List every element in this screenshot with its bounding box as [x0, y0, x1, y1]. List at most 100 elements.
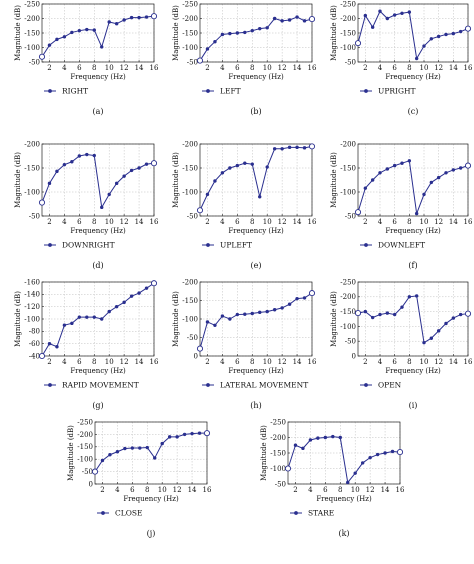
data-point	[62, 162, 67, 167]
y-tick-label: -250	[182, 0, 198, 8]
x-tick-label: 14	[381, 486, 390, 494]
data-point	[129, 294, 134, 298]
data-point	[55, 169, 59, 174]
data-point	[114, 22, 119, 26]
x-tick-label: 6	[392, 218, 397, 226]
data-point	[323, 435, 328, 440]
x-tick-label: 16	[464, 358, 473, 366]
legend-marker	[206, 89, 210, 93]
data-point	[385, 167, 390, 171]
series-line	[199, 16, 313, 61]
x-axis-label: Frequency (Hz)	[70, 367, 126, 375]
legend-marker	[364, 243, 368, 247]
series-line	[357, 295, 469, 344]
x-tick-label: 2	[205, 218, 209, 226]
data-point	[92, 28, 96, 32]
data-point	[272, 16, 277, 21]
data-point	[77, 28, 82, 33]
y-tick-label: -50	[345, 212, 356, 220]
legend-label: STARE	[308, 509, 334, 518]
y-tick-label: -50	[29, 58, 40, 66]
data-point	[436, 175, 441, 180]
data-point	[390, 449, 395, 454]
x-tick-label: 14	[293, 218, 302, 226]
data-point	[308, 16, 316, 23]
y-tick-label: -150	[182, 29, 198, 37]
y-tick-label: -100	[182, 188, 198, 196]
x-axis-label: Frequency (Hz)	[228, 227, 284, 235]
x-tick-label: 14	[449, 358, 458, 366]
data-point	[150, 13, 158, 20]
chart-panel: 2 4 6 8 10 12 14 16 -50 -100 -150 -200 -250 Frequency…	[172, 0, 317, 116]
y-tick-label: -120	[24, 303, 40, 311]
x-tick-label: 4	[308, 486, 313, 494]
data-point	[414, 294, 419, 298]
panel-label: (a)	[92, 107, 103, 116]
panel-label: (j)	[147, 529, 156, 538]
plot-frame	[199, 281, 313, 357]
data-point	[414, 211, 419, 216]
data-point	[258, 26, 262, 31]
data-point	[287, 302, 292, 306]
y-tick-label: -100	[340, 323, 356, 331]
x-tick-label: 6	[235, 218, 240, 226]
data-point	[287, 18, 292, 22]
y-tick-label: -50	[187, 334, 198, 342]
y-tick-label: -150	[340, 29, 356, 37]
data-point	[378, 9, 382, 13]
data-point	[137, 15, 141, 20]
x-tick-label: 16	[464, 218, 473, 226]
legend-marker	[48, 243, 52, 247]
legend-label: OPEN	[378, 381, 402, 390]
data-point	[115, 450, 120, 454]
y-axis-label: Magnitude (dB)	[330, 5, 338, 61]
data-point	[436, 34, 441, 39]
data-point	[451, 316, 456, 320]
data-point	[47, 341, 52, 346]
data-point	[407, 295, 412, 299]
y-tick-label: -150	[182, 297, 198, 305]
series-line	[357, 10, 469, 60]
data-point	[392, 312, 397, 317]
data-point	[220, 32, 225, 37]
data-point	[114, 181, 119, 186]
data-point	[220, 314, 225, 318]
data-point	[363, 309, 368, 314]
data-point	[272, 308, 277, 312]
data-point	[144, 286, 149, 290]
x-tick-label: 10	[158, 486, 167, 494]
data-point	[203, 430, 211, 437]
data-point	[280, 306, 284, 310]
x-tick-label: 10	[105, 358, 114, 366]
y-tick-label: -50	[187, 58, 198, 66]
data-point	[213, 40, 217, 44]
y-tick-label: -200	[340, 140, 356, 148]
data-point	[458, 29, 463, 34]
x-tick-label: 12	[278, 218, 287, 226]
x-tick-label: 14	[135, 218, 144, 226]
chart-panel: 2 4 6 8 10 12 14 16 -50 -100 -150 -200 Frequency (Hz…	[14, 140, 159, 270]
data-point	[144, 162, 149, 166]
panel-label: (k)	[338, 529, 349, 538]
y-tick-label: -100	[77, 456, 93, 464]
data-point	[308, 438, 313, 442]
x-tick-label: 16	[308, 64, 317, 72]
data-point	[383, 451, 387, 455]
y-axis-label: Magnitude (dB)	[172, 5, 180, 61]
y-tick-label: -40	[29, 352, 40, 360]
legend-marker	[48, 89, 52, 93]
data-point	[205, 47, 210, 51]
y-tick-label: -250	[77, 418, 93, 426]
x-tick-label: 4	[378, 358, 383, 366]
panel-label: (e)	[251, 261, 262, 270]
data-point	[182, 432, 187, 437]
x-tick-label: 8	[250, 64, 254, 72]
data-point	[250, 162, 254, 166]
y-tick-label: -50	[187, 212, 198, 220]
x-tick-label: 8	[92, 64, 96, 72]
x-tick-label: 4	[378, 218, 383, 226]
y-tick-label: -150	[24, 164, 40, 172]
data-point	[302, 146, 307, 150]
y-tick-label: -50	[275, 480, 286, 488]
data-point	[429, 180, 434, 185]
